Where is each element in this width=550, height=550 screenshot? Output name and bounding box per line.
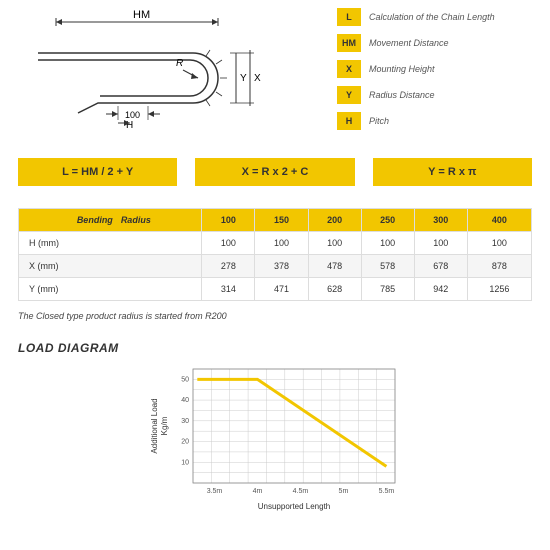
cell: 785: [361, 278, 414, 301]
cell: 100: [467, 232, 531, 255]
cell: 942: [414, 278, 467, 301]
svg-text:5m: 5m: [339, 488, 349, 495]
dim-y: Y: [240, 73, 247, 84]
cell: 100: [361, 232, 414, 255]
cell: 628: [308, 278, 361, 301]
svg-text:Unsupported Length: Unsupported Length: [258, 502, 331, 511]
dim-x: X: [254, 73, 261, 84]
cell: 578: [361, 255, 414, 278]
legend-text: Radius Distance: [369, 90, 435, 100]
dim-r: R: [176, 58, 183, 69]
cell: 100: [255, 232, 308, 255]
dim-100: 100: [125, 110, 140, 120]
load-chart: 3.5m 4m 4.5m 5m 5.5m 10 20 30 40 50 Unsupported Le…: [145, 361, 405, 511]
legend-key: HM: [337, 34, 361, 52]
cell: 878: [467, 255, 531, 278]
legend: L Calculation of the Chain Length HM Moveme…: [337, 8, 532, 138]
cell: 100: [308, 232, 361, 255]
cell: 471: [255, 278, 308, 301]
svg-text:5.5m: 5.5m: [379, 488, 395, 495]
legend-key: H: [337, 112, 361, 130]
legend-key: Y: [337, 86, 361, 104]
svg-text:4m: 4m: [253, 488, 263, 495]
svg-text:40: 40: [181, 397, 189, 404]
legend-text: Mounting Height: [369, 64, 435, 74]
svg-text:Additional Load: Additional Load: [150, 398, 159, 453]
formula-L: L = HM / 2 + Y: [18, 158, 177, 186]
legend-key: L: [337, 8, 361, 26]
row-label: H (mm): [19, 232, 202, 255]
svg-text:30: 30: [181, 418, 189, 425]
cell: 314: [202, 278, 255, 301]
th-col: 300: [414, 209, 467, 232]
cell: 100: [202, 232, 255, 255]
legend-text: Pitch: [369, 116, 389, 126]
legend-text: Calculation of the Chain Length: [369, 12, 495, 22]
th-col: 250: [361, 209, 414, 232]
formula-X: X = R x 2 + C: [195, 158, 354, 186]
radius-table: Bending Radius 100150200250300400 H (mm)…: [18, 208, 532, 301]
svg-text:4.5m: 4.5m: [293, 488, 309, 495]
row-label: Y (mm): [19, 278, 202, 301]
svg-text:20: 20: [181, 439, 189, 446]
cell: 278: [202, 255, 255, 278]
cell: 100: [414, 232, 467, 255]
th-col: 150: [255, 209, 308, 232]
cell: 678: [414, 255, 467, 278]
formula-Y: Y = R x π: [373, 158, 532, 186]
svg-text:3.5m: 3.5m: [207, 488, 223, 495]
svg-text:50: 50: [181, 376, 189, 383]
th-col: 100: [202, 209, 255, 232]
footnote: The Closed type product radius is starte…: [18, 311, 532, 321]
svg-text:Kg/m: Kg/m: [160, 416, 169, 435]
row-label: X (mm): [19, 255, 202, 278]
formula-row: L = HM / 2 + Y X = R x 2 + C Y = R x π: [18, 158, 532, 186]
dim-hm: HM: [133, 9, 150, 21]
cell: 378: [255, 255, 308, 278]
legend-text: Movement Distance: [369, 38, 449, 48]
cell: 1256: [467, 278, 531, 301]
chain-diagram: HM R Y X: [18, 8, 317, 138]
legend-key: X: [337, 60, 361, 78]
svg-text:10: 10: [181, 459, 189, 466]
th-col: 400: [467, 209, 531, 232]
th-radius: Radius: [117, 209, 202, 232]
th-bending: Bending: [19, 209, 117, 232]
th-col: 200: [308, 209, 361, 232]
load-diagram-title: LOAD DIAGRAM: [18, 341, 532, 355]
cell: 478: [308, 255, 361, 278]
